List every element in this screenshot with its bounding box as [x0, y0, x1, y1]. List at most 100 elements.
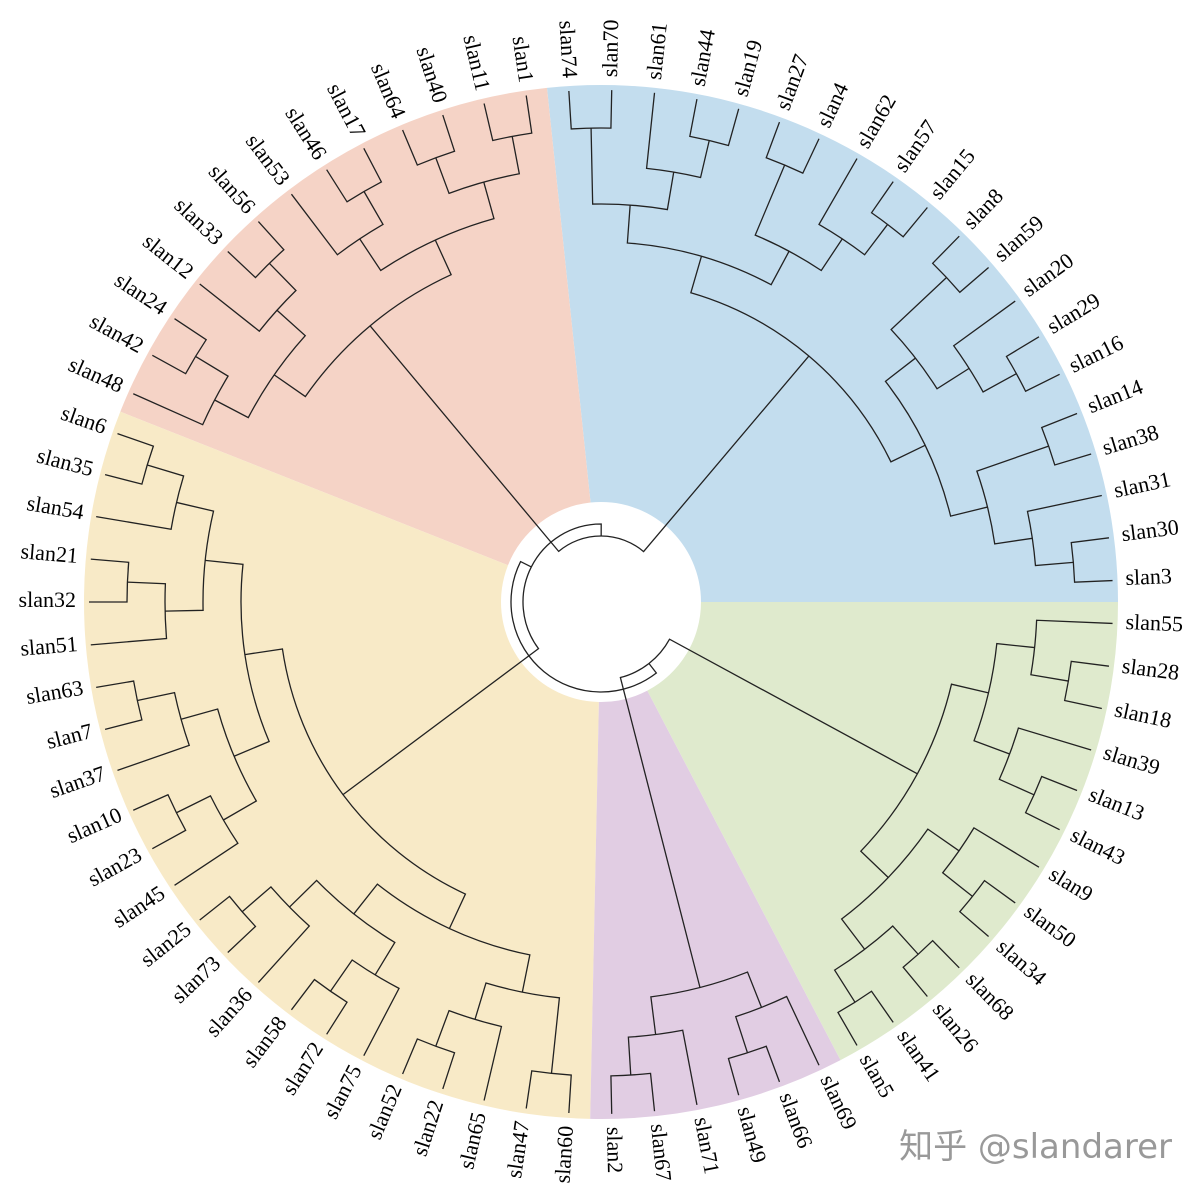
leaf-label: slan56 [204, 159, 261, 218]
leaf-label: slan59 [989, 210, 1049, 266]
leaf-label: slan50 [1020, 898, 1081, 952]
leaf-label: slan54 [25, 490, 86, 524]
leaf-label: slan34 [992, 934, 1052, 990]
leaf-label: slan13 [1085, 781, 1148, 825]
cluster-sector [546, 84, 1118, 602]
leaf-label: slan14 [1084, 374, 1147, 418]
leaf-label: slan44 [685, 27, 720, 88]
leaf-label: slan31 [1111, 466, 1172, 502]
leaf-label: slan32 [19, 587, 76, 612]
branch [133, 355, 229, 426]
leaf-label: slan61 [641, 21, 672, 81]
branch [1005, 336, 1060, 393]
leaf-label: slan1 [508, 34, 540, 84]
cluster-sector [647, 602, 1118, 1061]
branch [205, 559, 270, 757]
leaf-label: slan40 [411, 43, 453, 105]
branch [329, 959, 400, 1057]
leaf-label: slan57 [888, 115, 941, 176]
leaf-label: slan21 [20, 538, 79, 568]
leaf-label: slan69 [815, 1071, 862, 1134]
leaf-label: slan66 [775, 1089, 818, 1152]
leaf-label: slan24 [110, 267, 172, 320]
leaf-label: slan33 [170, 192, 229, 250]
leaf-label: slan58 [237, 1011, 292, 1072]
leaf-label: slan74 [554, 20, 583, 79]
branch [90, 581, 168, 646]
leaf-label: slan49 [733, 1104, 773, 1166]
leaf-label: slan25 [135, 916, 196, 971]
leaf-label: slan63 [24, 675, 85, 709]
leaf-label: slan41 [892, 1025, 945, 1086]
leaf-label: slan37 [46, 761, 108, 804]
branch [627, 1029, 698, 1106]
leaf-label: slan7 [44, 718, 95, 754]
branch [619, 638, 918, 988]
branch [244, 648, 467, 929]
leaf-label: slan53 [241, 129, 296, 190]
branch [89, 558, 130, 603]
branch [884, 357, 988, 517]
leaf-label: slan73 [166, 950, 225, 1008]
leaf-label: slan22 [407, 1097, 449, 1159]
leaf-label: slan4 [811, 79, 853, 132]
branch [765, 121, 820, 174]
leaf-label: slan30 [1120, 514, 1180, 546]
leaf-label: slan35 [34, 443, 96, 482]
leaf-label: slan12 [138, 228, 199, 283]
leaf-label: slan52 [362, 1080, 407, 1143]
leaf-label: slan45 [108, 880, 170, 933]
branch [359, 181, 495, 272]
leaf-label: slan51 [19, 631, 78, 661]
leaf-label: slan29 [1042, 287, 1104, 338]
branch [525, 1070, 572, 1114]
leaf-label: slan67 [646, 1123, 677, 1183]
branch [568, 90, 613, 130]
leaf-label: slan10 [63, 802, 126, 848]
leaf-label: slan75 [318, 1060, 367, 1122]
branch [510, 560, 658, 693]
branch [645, 92, 710, 179]
leaf-label: slan60 [550, 1125, 579, 1184]
branch [837, 990, 894, 1046]
leaf-label: slan55 [1125, 609, 1183, 636]
leaf-label: slan68 [961, 967, 1019, 1026]
leaf-label: slan39 [1101, 739, 1163, 780]
leaf-label: slan36 [200, 982, 257, 1041]
leaf-label: slan11 [458, 32, 495, 93]
branch [174, 794, 239, 886]
cluster-sector [83, 411, 599, 1119]
leaf-label: slan16 [1065, 330, 1128, 378]
leaf-label: slan70 [597, 19, 623, 77]
leaf-label: slan3 [1125, 563, 1172, 590]
leaf-label: slan48 [65, 351, 128, 397]
leaf-label: slan17 [322, 79, 371, 141]
branch [152, 318, 208, 375]
leaf-label: slan19 [728, 37, 768, 99]
leaf-label: slan71 [690, 1115, 725, 1176]
leaf-label: slan65 [453, 1110, 490, 1172]
leaf-label: slan47 [501, 1119, 534, 1179]
leaf-label: slan46 [280, 102, 332, 164]
leaf-label: slan9 [1045, 861, 1098, 906]
leaf-label: slan42 [86, 308, 148, 358]
leaf-label: slan26 [928, 997, 984, 1057]
leaf-label: slan23 [83, 842, 145, 892]
leaf-label: slan18 [1112, 697, 1173, 733]
branch [610, 1072, 656, 1114]
leaf-label: slan72 [276, 1037, 328, 1099]
leaf-label: slan62 [851, 90, 901, 152]
leaf-label: slan5 [855, 1049, 900, 1102]
leaf-label: slan64 [366, 59, 411, 122]
cluster-sector [120, 87, 591, 566]
leaf-label: slan27 [770, 51, 813, 114]
leaf-label: slan38 [1099, 419, 1161, 460]
leaf-label: slan15 [924, 144, 980, 204]
leaf-label: slan6 [58, 400, 110, 439]
leaf-label: slan43 [1067, 822, 1130, 870]
watermark: 知乎 @slandarer [899, 1127, 1172, 1167]
leaf-label: slan2 [602, 1127, 628, 1174]
leaf-label: slan20 [1017, 248, 1078, 302]
leaf-label: slan8 [958, 183, 1008, 234]
